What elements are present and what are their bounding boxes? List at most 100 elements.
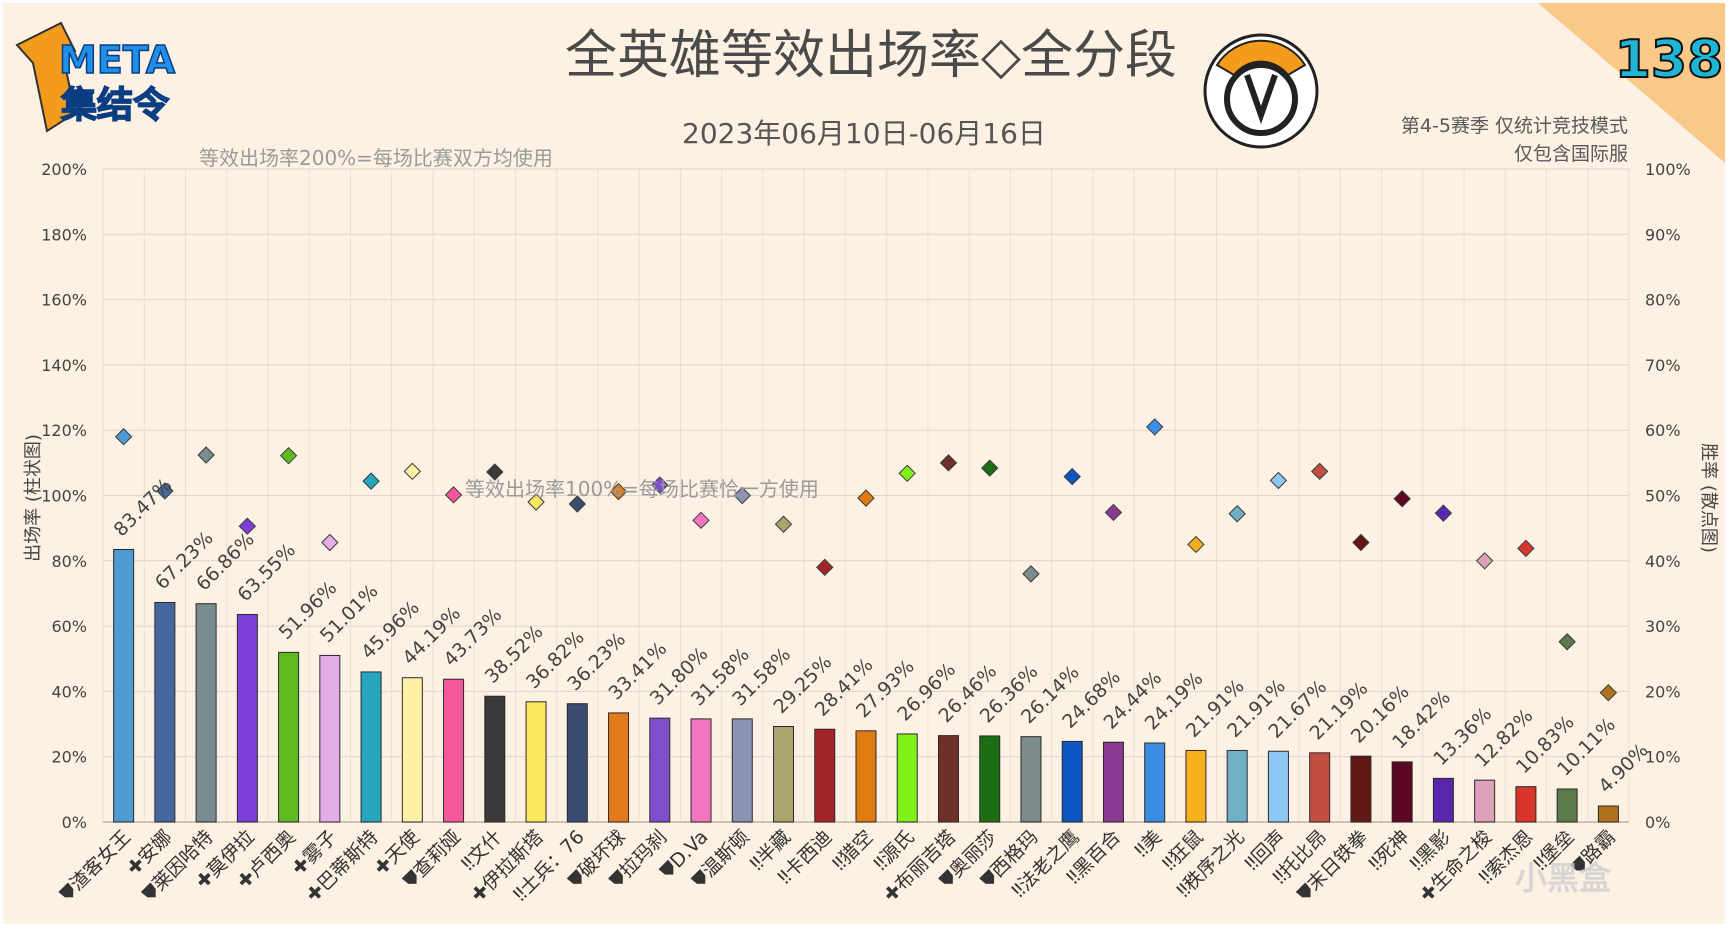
winrate-point-末日铁拳	[1352, 533, 1370, 552]
hero-name: 查莉娅	[409, 826, 465, 882]
chart-canvas: 138 META 集结令 全英雄等效出场率◇全分段 2023年06月10日-06…	[15, 3, 1725, 907]
bar-末日铁拳	[1350, 755, 1372, 823]
winrate-point-莫伊拉	[238, 517, 257, 535]
pick-rate-label: 83.47%	[110, 474, 177, 541]
winrate-point-死神	[1393, 490, 1411, 508]
winrate-point-卢西奥	[279, 446, 298, 465]
winrate-point-生命之梭	[1475, 552, 1494, 570]
bar-文什	[484, 695, 506, 823]
y2-tick-label: 30%	[1645, 617, 1681, 636]
winrate-point-秩序之光	[1228, 505, 1246, 523]
winrate-point-破坏球	[609, 482, 628, 501]
y2-tick-label: 40%	[1645, 552, 1681, 571]
winrate-point-文什	[486, 463, 504, 481]
bar-堡垒	[1556, 788, 1578, 823]
winrate-point-巴蒂斯特	[362, 472, 380, 490]
winrate-point-半藏	[774, 515, 793, 533]
bar-托比昂	[1309, 752, 1331, 823]
bar-伊拉斯塔	[525, 701, 547, 823]
bar-拉玛刹	[649, 717, 671, 823]
brand-line2: 集结令	[60, 85, 170, 126]
pick-rate-label: 4.90%	[1594, 739, 1652, 797]
bar-死神	[1391, 761, 1413, 823]
date-range: 2023年06月10日-06月16日	[682, 117, 1046, 150]
bar-天使	[401, 677, 423, 823]
bar-莱因哈特	[195, 603, 217, 823]
y-tick-label: 20%	[51, 748, 87, 767]
y2-tick-label: 10%	[1645, 748, 1681, 767]
y-axis-label: 出场率 (柱状图)	[23, 434, 44, 562]
winrate-point-回声	[1269, 471, 1288, 490]
y2-tick-label: 0%	[1645, 813, 1670, 832]
bar-生命之梭	[1474, 779, 1496, 823]
bar-士兵：76	[566, 703, 588, 823]
winrate-point-渣客女王	[114, 428, 133, 446]
winrate-point-拉玛刹	[651, 476, 669, 494]
winrate-point-伊拉斯塔	[527, 493, 545, 511]
note-server: 仅包含国际服	[1514, 143, 1628, 165]
winrate-point-卡西迪	[816, 558, 834, 577]
y2-tick-label: 70%	[1645, 356, 1681, 375]
chart-frame: 138 META 集结令 全英雄等效出场率◇全分段 2023年06月10日-06…	[3, 3, 1725, 924]
winrate-point-法老之鹰	[1063, 467, 1081, 486]
chart-title: 全英雄等效出场率◇全分段	[565, 26, 1177, 86]
brand-line1: META	[59, 38, 176, 82]
winrate-point-安娜	[156, 482, 174, 500]
bar-索杰恩	[1515, 786, 1537, 823]
y2-tick-label: 80%	[1645, 291, 1681, 310]
issue-number: 138	[1615, 30, 1724, 90]
bars-layer	[113, 548, 1619, 823]
hero-name: 黑百合	[1069, 826, 1125, 882]
bar-卢西奥	[278, 651, 300, 823]
y2-axis-label: 胜率 (散点图)	[1698, 443, 1719, 553]
bar-巴蒂斯特	[360, 671, 382, 823]
note-season: 第4-5赛季 仅统计竞技模式	[1401, 115, 1628, 137]
hero-name: 渣客女王	[66, 826, 135, 895]
winrate-point-查莉娅	[444, 486, 463, 504]
y2-tick-label: 100%	[1645, 160, 1691, 179]
winrate-point-温斯顿	[733, 486, 751, 505]
points-layer	[114, 418, 1618, 702]
y-tick-label: 60%	[51, 617, 87, 636]
bar-雾子	[319, 654, 341, 823]
winrate-point-黑影	[1434, 504, 1453, 522]
bar-温斯顿	[731, 718, 753, 823]
bar-法老之鹰	[1061, 740, 1083, 823]
winrate-point-D.Va	[692, 511, 710, 530]
bar-西格玛	[1020, 736, 1042, 823]
hero-name: 卢西奥	[244, 826, 300, 882]
y2-tick-label: 50%	[1645, 487, 1681, 506]
winrate-point-猎空	[857, 489, 875, 507]
corner-ribbon	[1538, 3, 1725, 163]
megaphone-icon	[15, 21, 77, 133]
bar-D.Va	[690, 718, 712, 823]
bar-奥丽莎	[979, 735, 1001, 823]
bar-路霸	[1597, 805, 1619, 823]
bar-黑影	[1432, 777, 1454, 823]
hero-label: ‼死神	[1365, 826, 1414, 875]
bar-渣客女王	[113, 548, 135, 823]
winrate-point-路霸	[1599, 683, 1618, 702]
bar-卡西迪	[814, 728, 836, 823]
bar-布丽吉塔	[937, 735, 959, 823]
winrate-point-雾子	[321, 533, 339, 552]
y-tick-label: 40%	[51, 682, 87, 701]
winrate-point-布丽吉塔	[939, 454, 958, 472]
y-tick-label: 80%	[51, 552, 87, 571]
hero-name: 温斯顿	[698, 826, 754, 882]
overwatch-logo-icon	[1203, 33, 1319, 149]
y2-tick-label: 90%	[1645, 225, 1681, 244]
y-tick-label: 120%	[41, 421, 87, 440]
bar-安娜	[154, 601, 176, 823]
hero-label: ‼猎空	[829, 826, 878, 875]
winrate-point-天使	[403, 462, 422, 481]
annotation-200: 等效出场率200%=每场比赛双方均使用	[199, 146, 553, 170]
bar-猎空	[855, 730, 877, 823]
y-tick-label: 100%	[41, 487, 87, 506]
y-tick-label: 160%	[41, 291, 87, 310]
winrate-point-黑百合	[1104, 503, 1123, 522]
y-tick-label: 180%	[41, 225, 87, 244]
axes-layer: 0% 0% 20% 10% 40% 20% 60% 30% 80% 40% 100% 50% 120% 6…	[41, 160, 1691, 832]
winrate-point-奥丽莎	[981, 459, 999, 477]
bar-秩序之光	[1226, 749, 1248, 823]
